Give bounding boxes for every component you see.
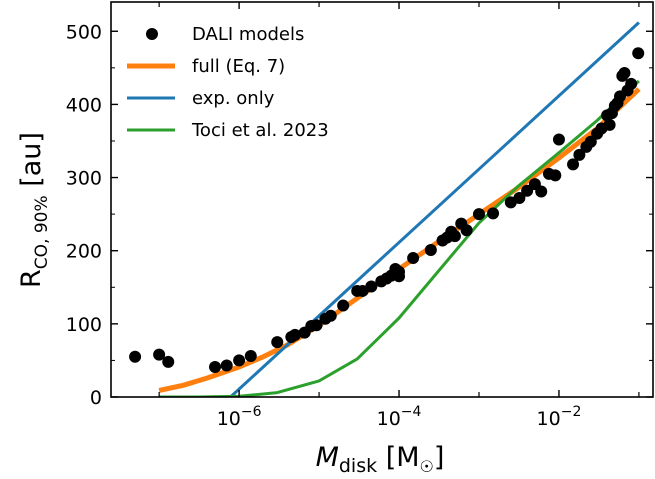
legend: DALI models full (Eq. 7) exp. only Toci et … xyxy=(127,24,329,141)
y-tick-label: 200 xyxy=(66,241,102,263)
x-tick-label: 10−4 xyxy=(377,404,422,430)
data-point xyxy=(552,133,565,146)
axes-frame xyxy=(110,1,654,398)
data-point xyxy=(365,280,378,293)
data-point xyxy=(567,158,580,171)
data-point xyxy=(271,336,284,349)
series-line-1 xyxy=(158,87,641,393)
data-point xyxy=(513,192,526,205)
svg-text:Mdisk [M☉]: Mdisk [M☉] xyxy=(316,442,445,477)
data-point xyxy=(535,185,548,198)
ticks: 0 100 200 300 400 500 10−6 10−4 10−2 xyxy=(66,2,653,430)
legend-label: DALI models xyxy=(192,24,304,45)
data-point xyxy=(129,350,142,363)
plot-area xyxy=(129,21,645,397)
data-point xyxy=(289,328,301,341)
data-point xyxy=(625,77,638,90)
data-point xyxy=(233,354,246,367)
data-point xyxy=(448,230,461,243)
y-axis-label-main: R xyxy=(16,269,47,288)
data-point xyxy=(162,355,175,368)
legend-label: Toci et al. 2023 xyxy=(191,120,329,141)
y-axis-label: RCO, 90% [au] xyxy=(16,132,52,288)
svg-text:RCO, 90% [au]: RCO, 90% [au] xyxy=(16,132,52,288)
data-point xyxy=(573,148,586,161)
x-axis-label-close: ] xyxy=(434,442,445,473)
data-point xyxy=(487,207,500,220)
data-point xyxy=(618,66,631,79)
y-axis-label-sub: CO, 90% xyxy=(32,195,52,269)
data-point xyxy=(244,350,257,363)
legend-marker xyxy=(146,28,158,40)
data-point xyxy=(460,224,473,237)
data-point xyxy=(632,47,645,60)
y-axis-label-unit: [au] xyxy=(16,132,47,195)
data-point xyxy=(324,309,337,322)
data-point xyxy=(220,359,233,372)
data-point xyxy=(153,348,166,361)
data-point xyxy=(310,319,323,332)
legend-label: full (Eq. 7) xyxy=(192,56,285,77)
data-point xyxy=(407,252,420,265)
data-point xyxy=(393,265,406,278)
x-axis-label: Mdisk [M☉] xyxy=(316,442,445,477)
data-point xyxy=(603,118,616,131)
data-point xyxy=(424,243,437,256)
data-point xyxy=(337,299,350,312)
data-point xyxy=(209,361,222,374)
x-tick-label: 10−6 xyxy=(217,404,262,430)
y-tick-label: 400 xyxy=(66,94,102,116)
legend-label: exp. only xyxy=(192,88,275,109)
data-point xyxy=(549,169,562,182)
y-tick-label: 100 xyxy=(66,314,102,336)
x-tick-label: 10−2 xyxy=(537,404,582,430)
x-axis-label-unit-sub: ☉ xyxy=(420,457,434,476)
x-axis-label-sub: disk xyxy=(339,455,377,477)
y-tick-label: 0 xyxy=(90,387,102,409)
y-tick-label: 500 xyxy=(66,21,102,43)
x-axis-label-main: M xyxy=(316,442,339,473)
x-axis-label-unit: [M xyxy=(377,442,419,473)
data-point xyxy=(472,208,485,221)
y-tick-label: 300 xyxy=(66,168,102,190)
data-point xyxy=(584,135,597,148)
